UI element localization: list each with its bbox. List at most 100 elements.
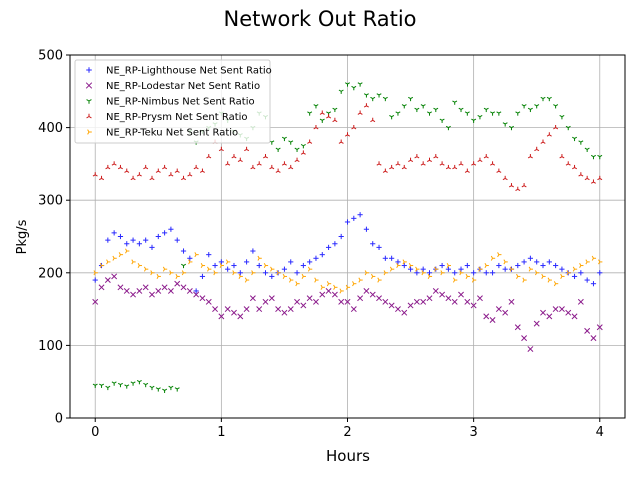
data-point <box>99 383 105 388</box>
data-point <box>452 100 458 105</box>
data-point <box>527 154 533 159</box>
data-point <box>553 281 559 287</box>
data-point <box>130 381 136 386</box>
data-point <box>566 270 571 276</box>
data-point <box>546 313 553 320</box>
data-point <box>458 266 464 272</box>
data-point <box>256 306 263 313</box>
data-point <box>483 107 489 113</box>
data-point <box>136 379 142 385</box>
data-point <box>389 114 395 120</box>
data-point <box>218 313 225 320</box>
data-point <box>541 273 546 279</box>
data-point <box>395 306 401 313</box>
data-point <box>483 313 490 320</box>
legend-marker <box>86 67 92 73</box>
data-point <box>382 255 388 261</box>
data-point <box>540 96 546 102</box>
data-point <box>188 259 193 265</box>
data-point <box>471 270 477 276</box>
data-point <box>370 96 376 102</box>
data-point <box>313 298 319 305</box>
y-tick-label: 0 <box>55 412 63 427</box>
data-point <box>282 273 288 279</box>
data-point <box>117 382 123 388</box>
data-point <box>319 252 325 258</box>
data-point <box>326 114 332 119</box>
data-point <box>470 302 477 309</box>
data-point <box>401 262 407 269</box>
series <box>92 273 603 352</box>
data-point <box>218 146 224 152</box>
data-point <box>376 161 382 166</box>
data-point <box>212 262 218 269</box>
data-point <box>578 172 584 177</box>
data-point <box>251 270 256 276</box>
data-point <box>300 302 307 309</box>
data-point <box>446 263 452 269</box>
data-point <box>263 154 269 159</box>
legend-marker <box>86 113 92 119</box>
data-point <box>344 132 351 137</box>
data-point <box>124 384 130 389</box>
data-point <box>162 230 168 236</box>
data-point <box>300 144 306 149</box>
x-tick-label: 2 <box>343 425 351 440</box>
data-point <box>553 125 559 130</box>
data-point <box>395 111 401 116</box>
data-point <box>130 237 136 243</box>
data-point <box>439 262 445 269</box>
data-point <box>250 248 256 254</box>
data-point <box>149 385 155 391</box>
data-point <box>559 154 565 159</box>
data-point <box>382 96 388 102</box>
data-point <box>345 284 351 290</box>
data-point <box>294 157 300 163</box>
data-point <box>180 284 187 291</box>
data-point <box>212 306 219 313</box>
data-point <box>143 382 149 388</box>
data-point <box>364 270 370 276</box>
data-point <box>99 263 105 269</box>
data-point <box>268 295 275 302</box>
data-point <box>193 291 200 298</box>
data-point <box>155 387 161 392</box>
data-point <box>579 263 584 269</box>
series <box>92 103 603 192</box>
data-point <box>565 125 571 131</box>
data-point <box>92 298 99 305</box>
data-point <box>383 270 388 276</box>
data-point <box>534 270 540 276</box>
data-point <box>174 237 180 243</box>
data-point <box>426 270 433 276</box>
data-point <box>483 154 489 159</box>
data-point <box>193 164 199 170</box>
data-point <box>559 114 565 120</box>
data-point <box>363 287 370 294</box>
data-point <box>123 287 130 294</box>
data-point <box>528 266 533 272</box>
data-point <box>597 154 603 160</box>
data-point <box>319 291 326 298</box>
data-point <box>571 273 578 280</box>
data-point <box>590 154 596 160</box>
data-point <box>193 288 199 294</box>
data-point <box>244 146 250 152</box>
data-point <box>161 284 168 291</box>
data-point <box>125 248 130 254</box>
data-point <box>136 241 142 247</box>
legend-label: NE_RP-Lodestar Net Sent Ratio <box>106 81 260 92</box>
data-point <box>458 161 464 166</box>
data-point <box>546 132 552 137</box>
data-point <box>445 125 451 131</box>
data-point <box>281 161 287 166</box>
data-point <box>490 255 496 261</box>
data-point <box>464 298 471 305</box>
data-point <box>111 273 118 280</box>
data-point <box>540 309 546 316</box>
data-point <box>401 104 407 109</box>
data-point <box>534 146 540 152</box>
data-point <box>502 175 508 181</box>
data-point <box>199 273 206 280</box>
data-point <box>162 266 168 272</box>
